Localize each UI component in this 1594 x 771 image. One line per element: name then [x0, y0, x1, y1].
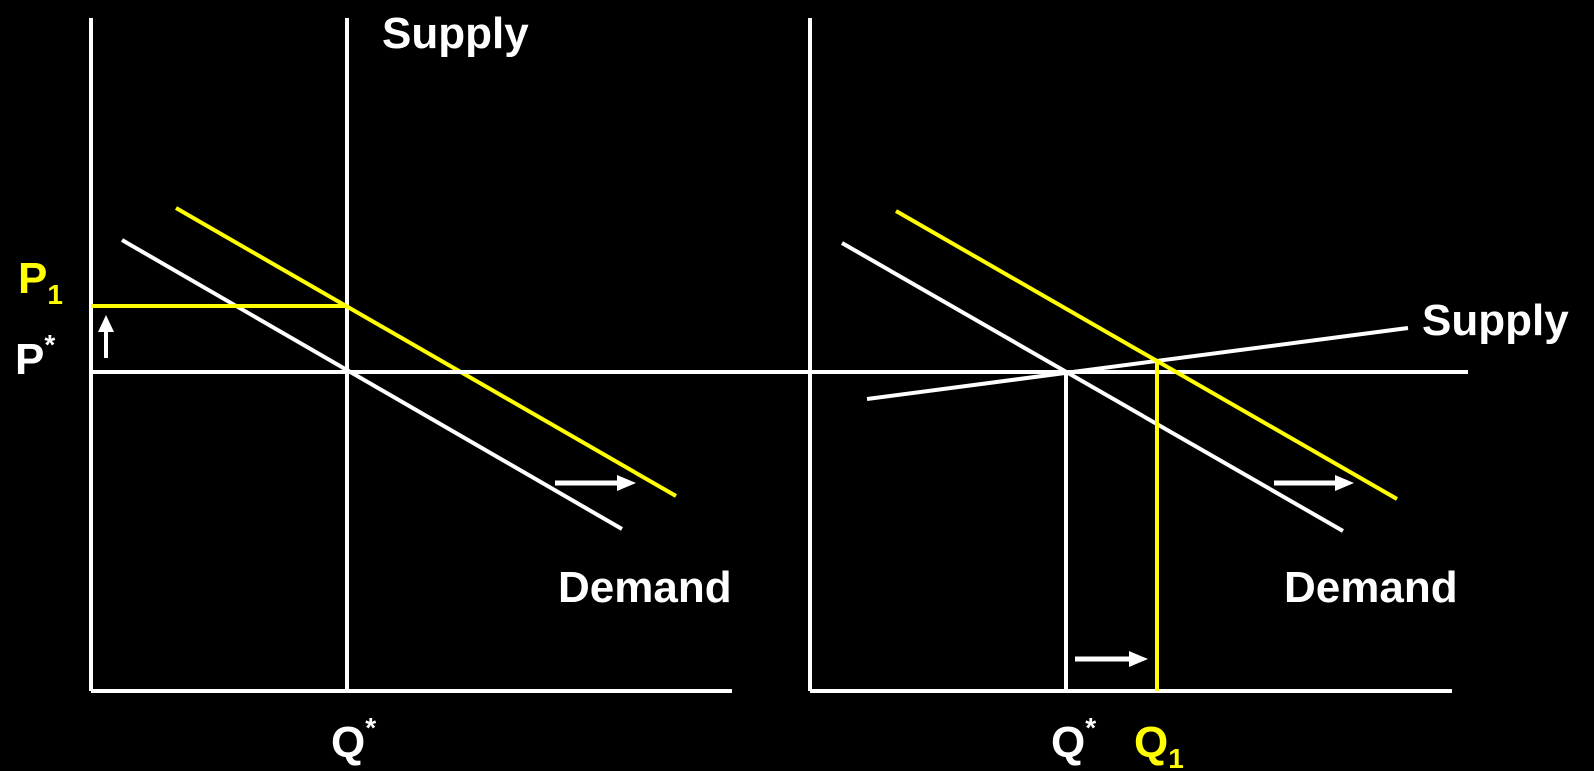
left-supply-label: Supply [382, 9, 529, 58]
right-panel: Supply Demand Q* Q1 [808, 18, 1569, 771]
left-demand-label: Demand [558, 563, 732, 612]
left-demand-line [120, 238, 624, 531]
left-panel: Supply Demand P1 P* Q* [15, 9, 732, 767]
q1-main: Q [1134, 718, 1168, 767]
right-qstar-label: Q* [1051, 712, 1096, 767]
right-new-demand-line [895, 209, 1398, 501]
right-demand-label: Demand [1284, 563, 1458, 612]
left-qstar-main: Q [331, 718, 365, 767]
q1-sub: 1 [1168, 743, 1184, 771]
left-qstar-label: Q* [331, 712, 376, 767]
left-demand-shift-arrow [555, 475, 636, 491]
right-qstar-main: Q [1051, 718, 1085, 767]
left-qstar-sup: * [365, 712, 376, 743]
pstar-label: P* [15, 329, 55, 384]
p1-label: P1 [18, 254, 63, 310]
pstar-sup: * [44, 329, 55, 360]
p1-sub: 1 [47, 279, 63, 310]
price-up-arrow [98, 315, 114, 358]
right-demand-shift-arrow [1274, 475, 1354, 491]
right-supply-line [866, 326, 1409, 401]
pstar-main: P [15, 335, 44, 384]
left-new-demand-line [175, 206, 677, 498]
right-demand-line [841, 241, 1344, 533]
right-qstar-sup: * [1085, 712, 1096, 743]
p1-main: P [18, 254, 47, 303]
q1-label: Q1 [1134, 718, 1184, 771]
right-supply-label: Supply [1422, 296, 1569, 345]
quantity-shift-arrow [1075, 651, 1148, 667]
